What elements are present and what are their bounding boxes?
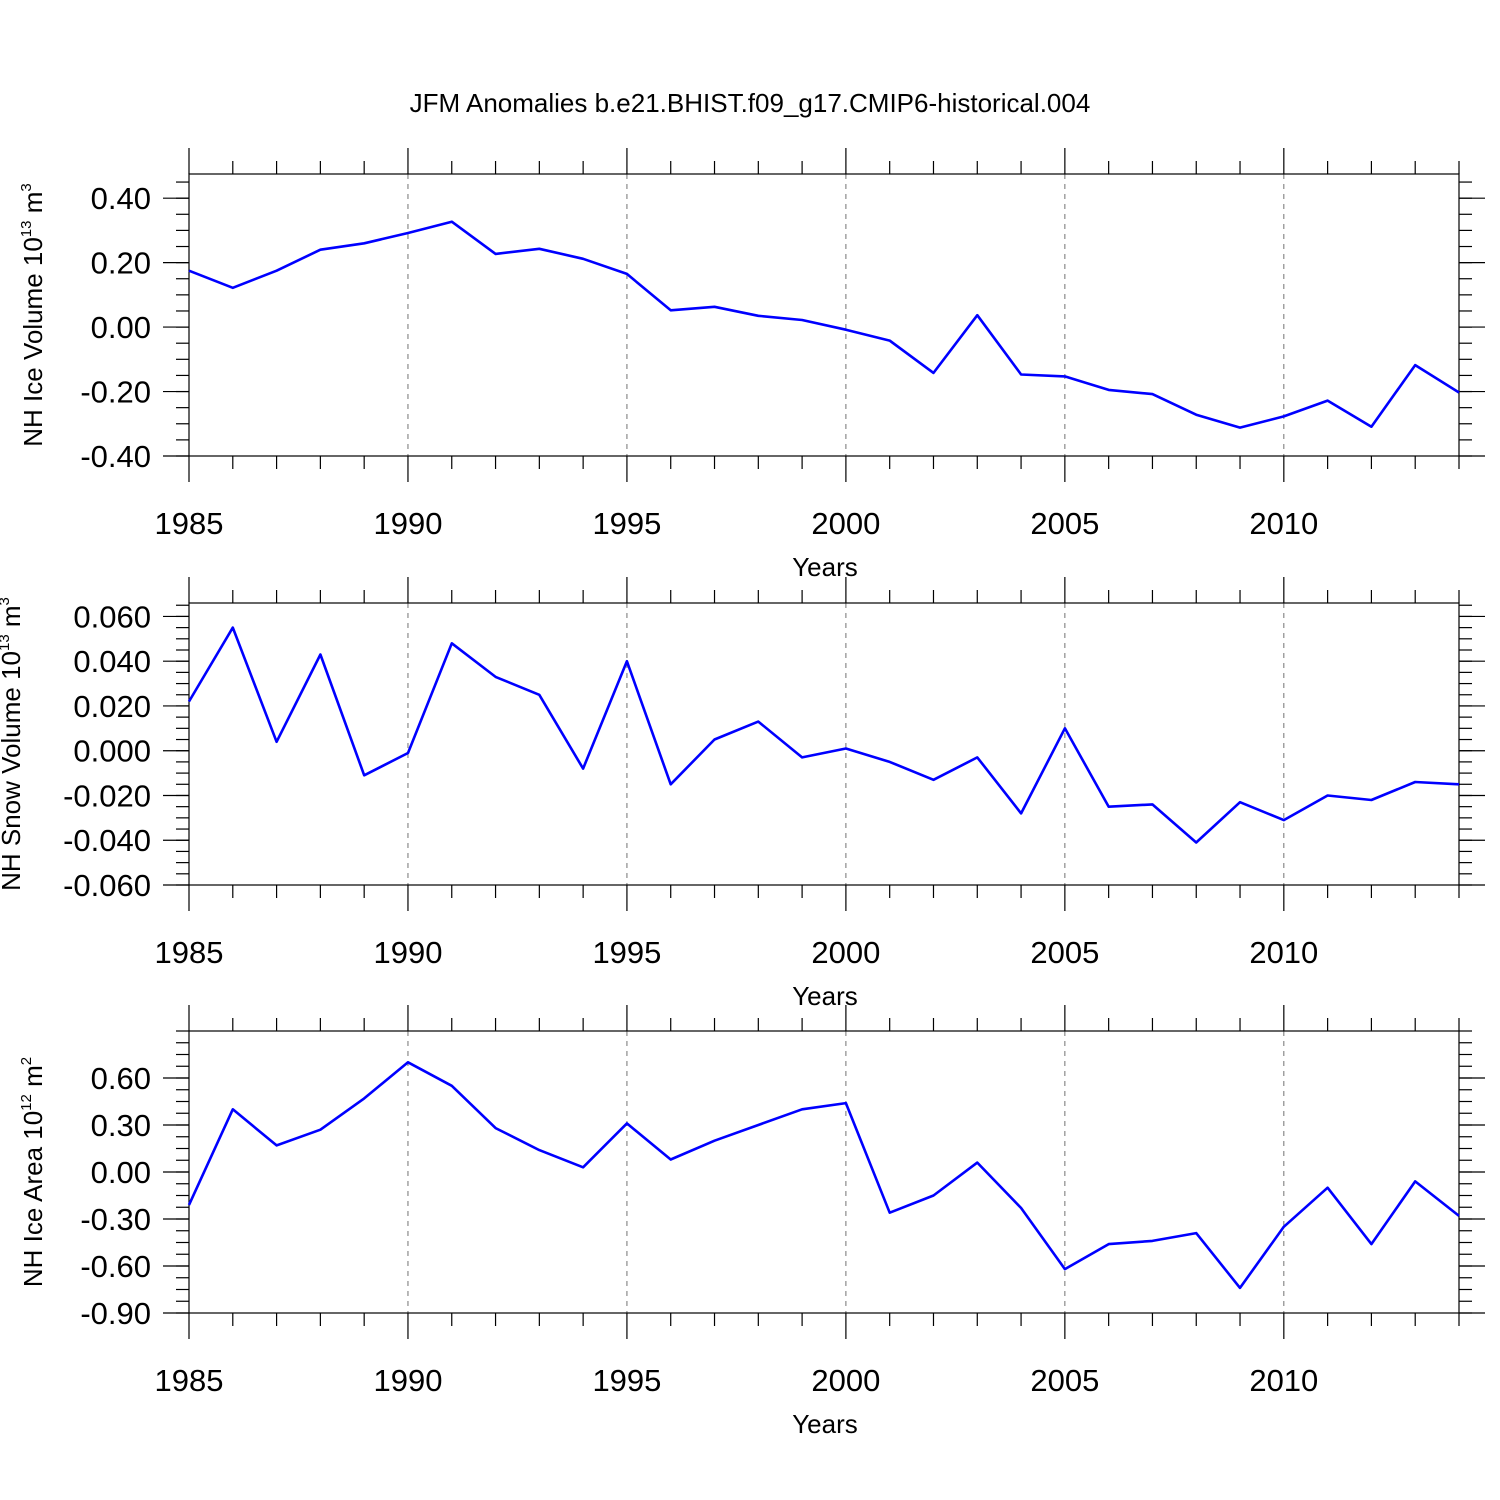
- y-tick-label: 0.40: [91, 181, 151, 216]
- x-tick-label: 1985: [155, 506, 224, 541]
- plot-frame: [188, 173, 1460, 457]
- y-tick-label: 0.040: [73, 644, 151, 679]
- y-tick-label: 0.020: [73, 689, 151, 724]
- x-tick-label: 2005: [1030, 506, 1099, 541]
- x-tick-label: 2005: [1030, 1363, 1099, 1398]
- x-tick-label: 1990: [373, 1363, 442, 1398]
- y-tick-label: 0.00: [91, 310, 151, 345]
- y-tick-label: -0.90: [80, 1296, 151, 1331]
- x-axis-label: Years: [792, 981, 858, 1011]
- figure-title: JFM Anomalies b.e21.BHIST.f09_g17.CMIP6-…: [410, 88, 1091, 118]
- y-tick-label: -0.60: [80, 1249, 151, 1284]
- x-tick-label: 2005: [1030, 935, 1099, 970]
- x-tick-label: 2000: [811, 506, 880, 541]
- x-tick-label: 1995: [592, 935, 661, 970]
- series-line: [188, 220, 1460, 429]
- plot-frame: [188, 602, 1460, 886]
- y-axis-label: NH Snow Volume 1013 m3: [0, 597, 26, 891]
- x-tick-label: 2010: [1249, 1363, 1318, 1398]
- x-tick-label: 1985: [155, 935, 224, 970]
- x-tick-label: 2010: [1249, 506, 1318, 541]
- y-tick-label: -0.30: [80, 1202, 151, 1237]
- series-line: [187, 1061, 1460, 1290]
- x-tick-label: 1990: [373, 935, 442, 970]
- y-tick-label: -0.060: [63, 868, 151, 903]
- y-tick-label: 0.000: [73, 734, 151, 769]
- y-tick-label: 0.20: [91, 246, 151, 281]
- x-tick-label: 2000: [811, 1363, 880, 1398]
- x-tick-label: 1995: [592, 506, 661, 541]
- y-tick-label: -0.020: [63, 778, 151, 813]
- plot-frame: [188, 1030, 1460, 1314]
- x-tick-label: 2000: [811, 935, 880, 970]
- y-tick-label: 0.30: [91, 1108, 151, 1143]
- chart-panel-1: 1985 1990 1995 2000 2005 2010 Years -0.40 -0.20 0…: [18, 148, 1485, 582]
- x-axis-label: Years: [792, 552, 858, 582]
- x-tick-label: 1990: [373, 506, 442, 541]
- series-line: [187, 626, 1460, 844]
- chart-panel-3: 1985 1990 1995 2000 2005 2010 Years -0.90 -0.60 -…: [18, 1005, 1485, 1439]
- y-tick-label: 0.60: [91, 1061, 151, 1096]
- y-tick-label: 0.060: [73, 599, 151, 634]
- y-axis-label: NH Ice Volume 1013 m3: [18, 183, 48, 446]
- y-tick-label: -0.20: [80, 375, 151, 410]
- y-tick-label: 0.00: [91, 1155, 151, 1190]
- panels: 1985 1990 1995 2000 2005 2010 Years -0.40 -0.20 0…: [0, 148, 1485, 1439]
- x-axis-label: Years: [792, 1409, 858, 1439]
- x-tick-label: 1985: [155, 1363, 224, 1398]
- x-tick-label: 2010: [1249, 935, 1318, 970]
- y-tick-label: -0.040: [63, 823, 151, 858]
- y-axis-label: NH Ice Area 1012 m2: [18, 1057, 48, 1287]
- chart-panel-2: 1985 1990 1995 2000 2005 2010 Years -0.060 -0.04…: [0, 577, 1485, 1011]
- x-tick-label: 1995: [592, 1363, 661, 1398]
- y-tick-label: -0.40: [80, 439, 151, 474]
